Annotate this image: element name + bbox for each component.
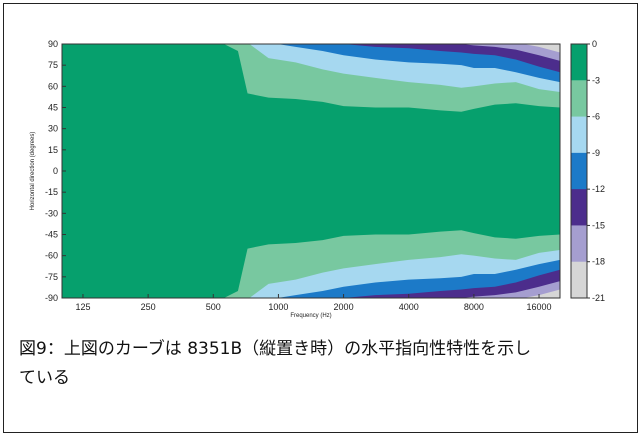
y-tick-label: -45 [45, 230, 58, 240]
x-tick-label: 250 [141, 302, 156, 312]
colorbar-swatch [571, 189, 587, 226]
y-tick-label: 75 [48, 60, 58, 70]
colorbar-swatch [571, 225, 587, 263]
y-tick-label: 0 [53, 166, 58, 176]
y-tick-label: -30 [45, 208, 58, 218]
y-tick-label: -15 [45, 187, 58, 197]
colorbar-tick-label: -18 [592, 257, 605, 267]
contour-plot-area [62, 44, 560, 298]
colorbar-swatch [571, 116, 587, 154]
x-tick-label: 2000 [334, 302, 354, 312]
caption-line-2: ている [19, 368, 70, 388]
level-band-top-4 [343, 44, 560, 73]
colorbar-tick-label: -9 [592, 148, 600, 158]
x-axis-ticks: 125 250 500 1000 2000 4000 8000 16000 [75, 294, 552, 312]
y-tick-label: -75 [45, 272, 58, 282]
y-tick-label: 45 [48, 103, 58, 113]
colorbar-tick-label: -15 [592, 220, 605, 230]
level-band-top-6 [523, 44, 560, 53]
y-tick-label: 90 [48, 39, 58, 49]
caption-line-1: 図9：上図のカーブは 8351B（縦置き時）の水平指向性特性を示し [19, 339, 532, 359]
y-axis-label: Horizontal direction (degrees) [30, 132, 36, 211]
figure-caption: 図9：上図のカーブは 8351B（縦置き時）の水平指向性特性を示し ている [19, 335, 619, 393]
y-tick-label: -60 [45, 251, 58, 261]
x-tick-label: 16000 [527, 302, 552, 312]
colorbar-tick-label: -12 [592, 184, 605, 194]
level-band-top-5 [461, 44, 560, 61]
level-band-bottom-4 [343, 269, 560, 298]
colorbar-tick-label: -6 [592, 112, 600, 122]
y-tick-label: 15 [48, 145, 58, 155]
colorbar-swatch [571, 152, 587, 190]
y-axis-ticks: 90 75 60 45 30 15 0 -15 -30 -45 -60 -75 -90 [45, 39, 66, 303]
colorbar-tick-label: -3 [592, 75, 600, 85]
level-band-bottom-5 [461, 281, 560, 298]
colorbar-swatch [571, 261, 587, 299]
y-tick-label: -90 [45, 293, 58, 303]
y-tick-label: 30 [48, 124, 58, 134]
x-tick-label: 8000 [464, 302, 484, 312]
colorbar-border [570, 43, 588, 299]
colorbar-ticks: 0 -3 -6 -9 -12 -15 -18 -21 [587, 39, 605, 303]
colorbar-tick-label: -21 [592, 293, 605, 303]
colorbar [570, 43, 588, 299]
colorbar-swatch [571, 44, 587, 81]
x-tick-label: 1000 [268, 302, 288, 312]
colorbar-swatch [571, 80, 587, 118]
x-axis-label: Frequency (Hz) [290, 313, 331, 319]
x-tick-label: 500 [206, 302, 221, 312]
level-band-bottom-6 [523, 289, 560, 298]
y-tick-label: 60 [48, 81, 58, 91]
colorbar-tick-label: 0 [592, 39, 597, 49]
x-tick-label: 125 [75, 302, 90, 312]
x-tick-label: 4000 [399, 302, 419, 312]
